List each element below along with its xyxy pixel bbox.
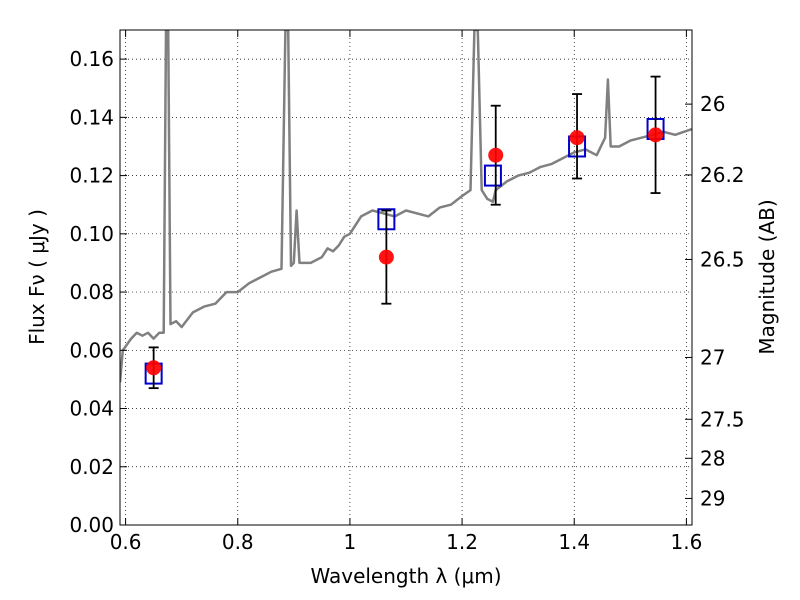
observed-flux-point <box>569 130 585 146</box>
y-tick-label: 0.16 <box>69 47 114 71</box>
right-tick-label: 29 <box>700 486 725 510</box>
y-tick-label: 0.00 <box>69 513 114 537</box>
x-tick-label: 0.6 <box>110 530 142 554</box>
x-tick-label: 1.6 <box>670 530 702 554</box>
y-tick-label: 0.10 <box>69 222 114 246</box>
y-axis-label: Flux Fν ( μJy ) <box>25 209 49 345</box>
x-tick-label: 1.4 <box>558 530 590 554</box>
y-tick-label: 0.14 <box>69 105 114 129</box>
right-tick-label: 27 <box>700 345 725 369</box>
right-tick-label: 26.2 <box>700 163 745 187</box>
model-spectrum-line <box>120 30 692 383</box>
right-tick-label: 28 <box>700 446 725 470</box>
y-tick-label: 0.06 <box>69 338 114 362</box>
y-tick-label: 0.02 <box>69 455 114 479</box>
model-band-flux-marker <box>483 164 502 187</box>
axis-ticks: 0.6 0.8 1 1.2 1.4 1.6 0.00 0.02 0.04 0.06 0.08 0.10… <box>69 30 745 554</box>
y-tick-label: 0.08 <box>69 280 114 304</box>
right-tick-label: 26.5 <box>700 247 745 271</box>
x-tick-label: 1.2 <box>446 530 478 554</box>
plot-frame <box>119 29 693 526</box>
y-tick-label: 0.04 <box>69 397 114 421</box>
observed-flux-point <box>648 127 664 143</box>
y-tick-label: 0.12 <box>69 164 114 188</box>
observed-flux-point <box>146 360 162 376</box>
observed-flux-point <box>378 249 394 265</box>
plot-area <box>120 30 692 390</box>
x-axis-label: Wavelength λ (μm) <box>310 564 501 588</box>
right-tick-label: 27.5 <box>700 407 745 431</box>
observed-flux-point <box>488 147 504 163</box>
y-right-axis-label: Magnitude (AB) <box>755 199 779 354</box>
right-tick-label: 26 <box>700 92 725 116</box>
x-tick-label: 1 <box>344 530 357 554</box>
x-tick-label: 0.8 <box>222 530 254 554</box>
